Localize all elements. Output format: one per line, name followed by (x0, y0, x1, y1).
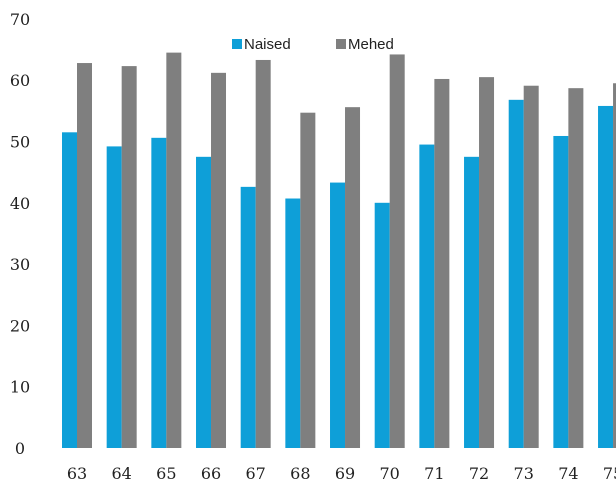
bar-naised-66 (196, 156, 212, 448)
bar-naised-72 (464, 156, 480, 448)
bar-naised-75 (598, 105, 614, 448)
bar-mehed-75 (613, 83, 616, 448)
legend-label-mehed: Mehed (348, 36, 394, 53)
legend-swatch-naised (232, 39, 242, 49)
bar-mehed-66 (211, 72, 227, 448)
x-tick-label: 70 (380, 464, 400, 483)
x-tick-label: 71 (424, 464, 444, 483)
x-tick-label: 75 (603, 464, 616, 483)
x-tick-label: 66 (201, 464, 221, 483)
y-tick-label: 40 (10, 194, 30, 213)
bar-mehed-65 (166, 52, 182, 449)
bar-mehed-63 (77, 63, 92, 448)
y-tick-label: 20 (10, 316, 30, 335)
bar-mehed-74 (568, 88, 584, 449)
x-tick-label: 64 (111, 464, 131, 483)
x-tick-label: 73 (514, 464, 534, 483)
bar-mehed-73 (523, 85, 539, 448)
bar-mehed-67 (255, 59, 271, 448)
bar-naised-67 (240, 186, 256, 449)
x-tick-label: 68 (290, 464, 310, 483)
bar-naised-71 (419, 144, 435, 448)
bar-mehed-71 (434, 78, 450, 448)
y-axis: 0 10 20 30 40 50 60 70 (10, 10, 30, 458)
x-axis: 63 64 65 66 67 68 69 70 71 72 73 74 75 (67, 464, 616, 483)
bar-mehed-69 (345, 107, 361, 449)
y-tick-label: 50 (10, 133, 30, 152)
bar-naised-74 (553, 135, 569, 449)
x-tick-label: 65 (156, 464, 176, 483)
x-tick-label: 69 (335, 464, 355, 483)
y-tick-label: 0 (15, 439, 25, 458)
x-tick-label: 67 (246, 464, 266, 483)
bar-naised-68 (285, 198, 301, 448)
y-tick-label: 60 (10, 71, 30, 90)
legend-swatch-mehed (336, 39, 346, 49)
bar-mehed-72 (479, 77, 495, 448)
bar-mehed-64 (121, 66, 137, 448)
bar-naised-73 (508, 99, 524, 448)
bar-naised-64 (106, 146, 122, 448)
bar-mehed-70 (389, 54, 405, 448)
x-tick-label: 63 (67, 464, 87, 483)
bar-naised-63 (62, 132, 77, 448)
legend-label-naised: Naised (244, 36, 291, 53)
y-tick-label: 70 (10, 10, 30, 29)
x-tick-label: 72 (469, 464, 489, 483)
x-tick-label: 74 (558, 464, 578, 483)
y-tick-label: 30 (10, 255, 30, 274)
bar-naised-69 (330, 182, 346, 448)
bar-mehed-68 (300, 112, 316, 448)
y-tick-label: 10 (10, 378, 30, 397)
legend: Naised Mehed (232, 36, 394, 53)
bars (62, 52, 616, 449)
bar-naised-70 (374, 202, 390, 448)
bar-naised-65 (151, 137, 167, 448)
